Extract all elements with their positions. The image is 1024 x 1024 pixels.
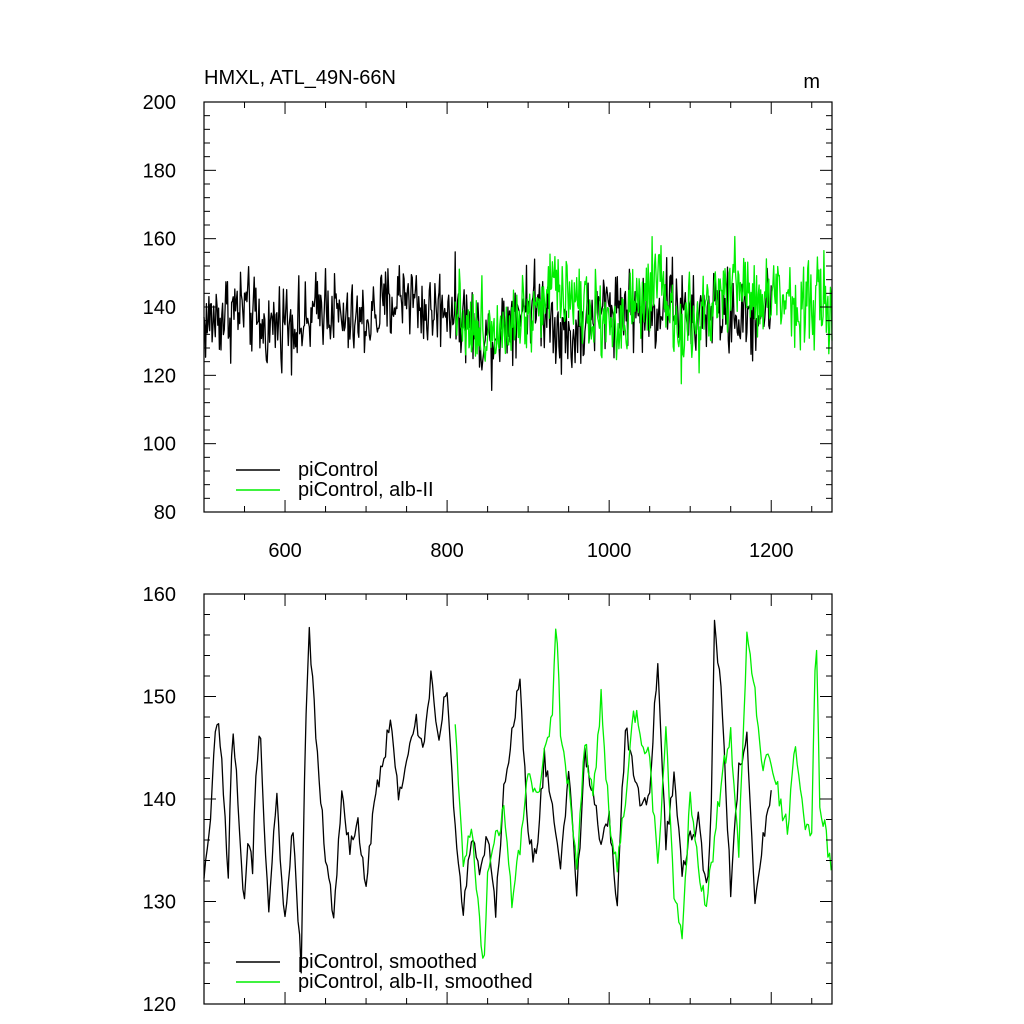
panel-top: HMXL, ATL_49N-66N m 80 100 120 140 160 180 200… (143, 67, 833, 562)
legend-label-picontrol: piControl (298, 459, 378, 481)
bottom-axes: 120 130 140 150 160 (143, 584, 832, 1016)
y-tick-label: 120 (143, 365, 176, 387)
bottom-legend: piControl, smoothed piControl, alb-II, s… (236, 951, 533, 993)
x-tick-label: 1000 (587, 540, 632, 562)
top-plot-frame (203, 101, 833, 513)
unit-label: m (803, 71, 820, 93)
series-line-picontrol-alb-ii (454, 235, 833, 385)
series-line-picontrol-smoothed (203, 619, 772, 974)
y-tick-label: 180 (143, 160, 176, 182)
y-tick-label: 140 (143, 297, 176, 319)
series-line-picontrol (203, 251, 772, 392)
x-tick-label: 800 (430, 540, 463, 562)
y-tick-label: 130 (143, 892, 176, 914)
y-tick-label: 150 (143, 687, 176, 709)
y-tick-label: 80 (154, 502, 176, 524)
y-tick-label: 200 (143, 92, 176, 114)
series-line-picontrol-alb-ii-smoothed (454, 628, 832, 959)
top-axes: 80 100 120 140 160 180 200 600 800 1000 1200 (143, 92, 832, 562)
x-tick-label: 1200 (749, 540, 794, 562)
y-tick-label: 160 (143, 584, 176, 606)
bottom-plot-frame (203, 593, 833, 1005)
x-tick-label: 600 (268, 540, 301, 562)
y-tick-label: 140 (143, 789, 176, 811)
legend-label-picontrol-smoothed: piControl, smoothed (298, 951, 477, 973)
y-tick-label: 120 (143, 994, 176, 1016)
top-legend: piControl piControl, alb-II (236, 459, 434, 501)
y-tick-label: 100 (143, 434, 176, 456)
legend-label-picontrol-alb-smoothed: piControl, alb-II, smoothed (298, 971, 533, 993)
bottom-series-group (203, 619, 832, 974)
y-tick-label: 160 (143, 229, 176, 251)
panel-bottom: 120 130 140 150 160 piControl, smoothed piCo… (143, 584, 833, 1016)
top-series-group (203, 235, 833, 392)
legend-label-picontrol-alb: piControl, alb-II (298, 479, 434, 501)
chart-title: HMXL, ATL_49N-66N (204, 67, 396, 89)
